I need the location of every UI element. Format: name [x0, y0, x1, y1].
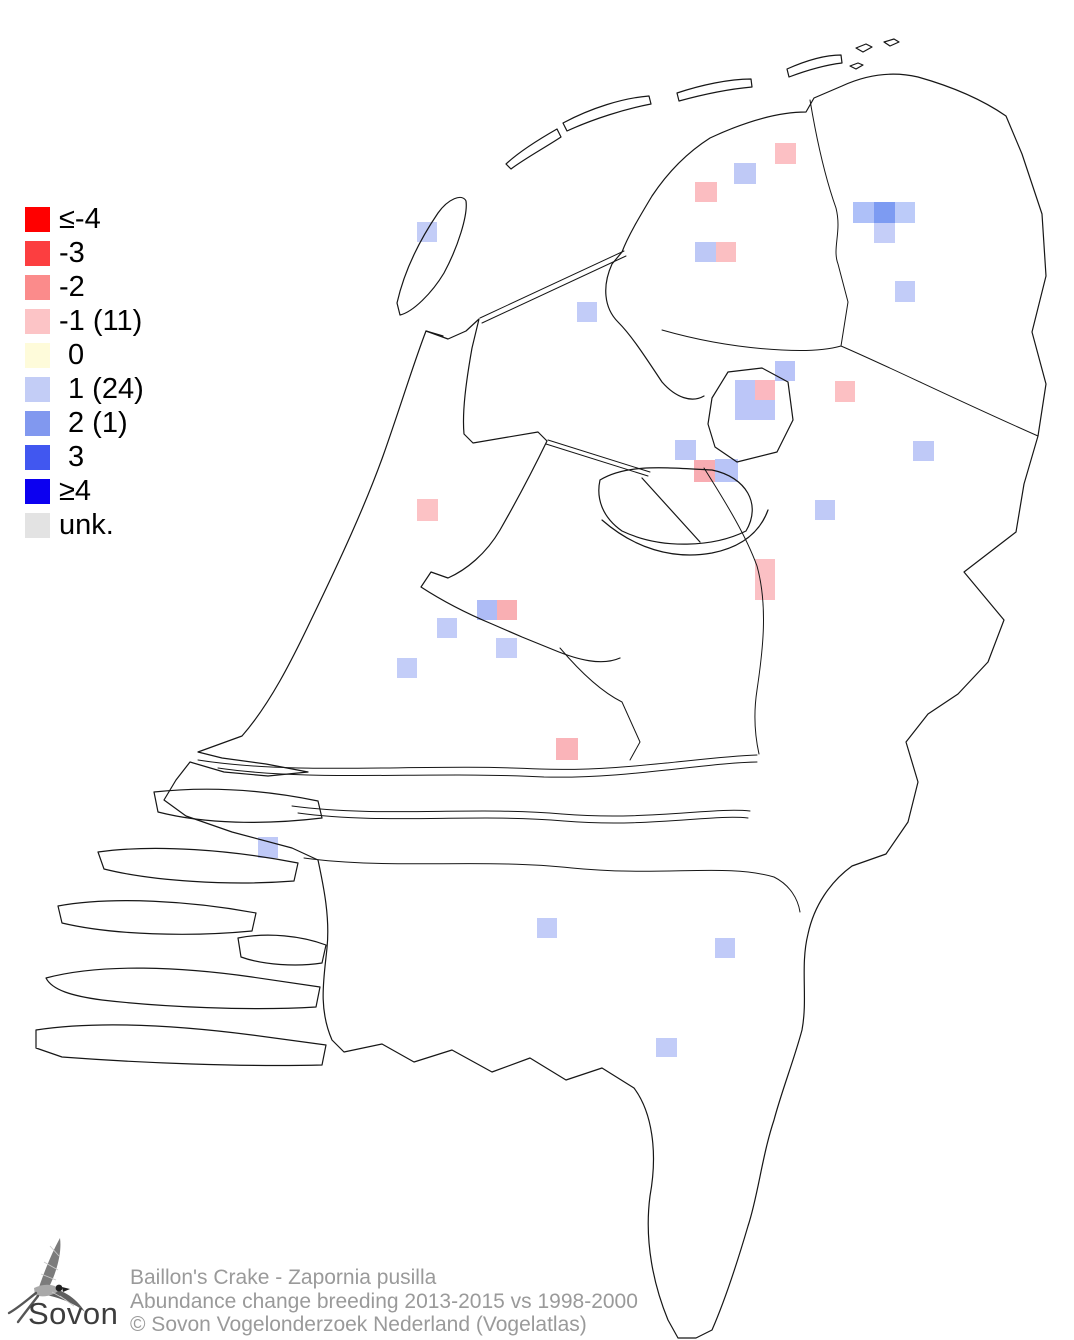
- grid-square: [755, 580, 775, 600]
- legend-item: 0: [25, 338, 144, 372]
- grid-square: [477, 600, 497, 620]
- grid-square: [715, 938, 735, 958]
- grid-square: [656, 1038, 677, 1057]
- grid-square: [775, 361, 795, 381]
- legend-swatch: [25, 444, 50, 470]
- grid-square: [913, 441, 934, 461]
- legend-swatch: [25, 512, 50, 538]
- legend-item: 1 (24): [25, 372, 144, 406]
- legend-item: ≤-4: [25, 202, 144, 236]
- zeeland-islands: [35, 788, 327, 1067]
- legend-label: 0: [68, 338, 85, 371]
- legend-item: 2 (1): [25, 406, 144, 440]
- grid-square: [497, 600, 517, 620]
- grid-square: [895, 202, 915, 223]
- legend-label: 1 (24): [68, 372, 144, 405]
- grid-square: [437, 618, 457, 638]
- legend-item: unk.: [25, 508, 144, 542]
- grid-square: [556, 738, 578, 760]
- sovon-logo-text: Sovon: [28, 1296, 119, 1331]
- houtribdijk: [545, 439, 651, 477]
- grid-square: [775, 143, 796, 164]
- grid-square: [716, 242, 736, 262]
- legend-swatch: [25, 342, 50, 368]
- grid-square: [694, 460, 715, 482]
- grid-square: [496, 638, 517, 658]
- grid-square: [417, 222, 437, 242]
- grid-square: [895, 281, 915, 302]
- legend-item: 3: [25, 440, 144, 474]
- waal-river: [291, 805, 751, 824]
- province-borders-centre: [559, 647, 641, 761]
- legend-swatch: [25, 410, 50, 436]
- map-subtitle: Abundance change breeding 2013-2015 vs 1…: [130, 1289, 638, 1313]
- grid-square: [695, 182, 717, 202]
- legend-label: ≤-4: [59, 202, 101, 235]
- grid-square: [675, 440, 696, 460]
- legend-swatch: [25, 240, 50, 266]
- grid-square: [755, 559, 775, 580]
- legend-item: -2: [25, 270, 144, 304]
- copyright-line: © Sovon Vogelonderzoek Nederland (Vogela…: [130, 1313, 587, 1336]
- grid-square: [835, 381, 855, 402]
- grid-square: [874, 202, 895, 223]
- rhine-river: [197, 754, 758, 778]
- legend-item: ≥4: [25, 474, 144, 508]
- map-outline-layer: [35, 38, 1047, 1339]
- wadden-islands: [396, 38, 900, 316]
- species-title: Baillon's Crake - Zapornia pusilla: [130, 1266, 437, 1289]
- grid-square: [815, 500, 835, 520]
- legend-swatch: [25, 376, 50, 402]
- grid-square: [258, 837, 278, 858]
- noordoostpolder-outline: [707, 367, 794, 463]
- legend-label: 3: [68, 440, 85, 473]
- grid-square: [577, 302, 597, 322]
- grid-square: [397, 658, 417, 678]
- grid-square: [874, 223, 895, 243]
- grid-square: [537, 918, 557, 938]
- legend-swatch: [25, 206, 50, 232]
- map-legend: ≤-4 -3 -2 -1 (11) 0 1 (24) 2 (1) 3 ≥4 unk.: [25, 202, 144, 542]
- maas-river: [303, 857, 801, 913]
- legend-label: 2 (1): [68, 406, 128, 439]
- mainland-outline: [163, 73, 1047, 1339]
- province-borders-northeast: [661, 99, 1039, 437]
- legend-swatch: [25, 274, 50, 300]
- ijssel-river: [703, 467, 765, 755]
- legend-item: -3: [25, 236, 144, 270]
- legend-item: -1 (11): [25, 304, 144, 338]
- grid-square: [755, 380, 775, 400]
- afsluitdijk: [479, 250, 627, 324]
- flevoland-outline: [598, 467, 769, 556]
- legend-label: -3: [59, 236, 85, 269]
- legend-label: ≥4: [59, 474, 92, 507]
- grid-square: [853, 202, 874, 223]
- legend-label: -2: [59, 270, 85, 303]
- legend-label: unk.: [59, 508, 114, 541]
- grid-square: [715, 459, 738, 482]
- legend-swatch: [25, 478, 50, 504]
- legend-swatch: [25, 308, 50, 334]
- noordholland-outline: [420, 318, 621, 663]
- legend-label: -1 (11): [59, 304, 143, 337]
- grid-square: [695, 242, 716, 262]
- caption-block: Baillon's Crake - Zapornia pusilla Abund…: [130, 1266, 638, 1337]
- grid-square: [734, 163, 756, 184]
- grid-squares-layer: [258, 143, 934, 1057]
- grid-square: [417, 499, 438, 521]
- sovon-logo-bird: [7, 1238, 85, 1324]
